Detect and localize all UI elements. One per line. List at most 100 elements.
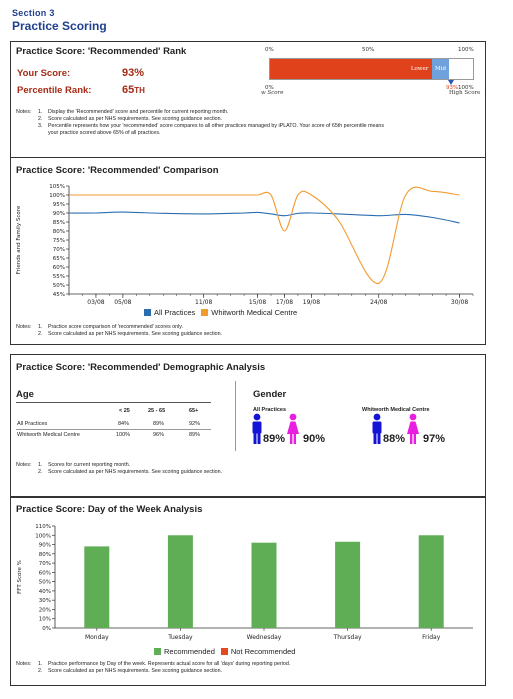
legend-swatch-all xyxy=(144,309,151,316)
rank-title: Practice Score: 'Recommended' Rank xyxy=(16,46,187,57)
bar-friday xyxy=(418,535,444,628)
y-tick-label: 85% xyxy=(53,220,65,226)
y-tick-label: 95% xyxy=(53,202,65,208)
bar-tuesday xyxy=(167,535,193,628)
your-score-label: Your Score: xyxy=(17,68,71,79)
low-score-top: 0% xyxy=(265,85,274,91)
x-tick-label: 15/08 xyxy=(249,299,266,306)
y-tick-label: 80% xyxy=(53,229,65,235)
age-all-25-65: 89% xyxy=(153,421,165,427)
legend-swatch-not-recommended xyxy=(220,648,228,655)
comparison-line-chart: Friends and Family Score 105% 100% 95% 90% 85… xyxy=(16,184,474,306)
y-axis-label: Friends and Family Score xyxy=(16,205,22,274)
x-tick-label: Monday xyxy=(85,634,109,641)
bar-tick-0: 0% xyxy=(265,47,274,53)
section-title: Practice Scoring xyxy=(12,19,107,33)
series-line-all-practices xyxy=(68,211,460,224)
gender-all-female: 90% xyxy=(303,433,326,445)
marker-score-value: 93% xyxy=(446,85,459,91)
age-all-65plus: 92% xyxy=(189,421,201,427)
age-whitworth-25-65: 96% xyxy=(153,432,165,438)
y-tick-label: 100% xyxy=(49,193,65,199)
legend-label-recommended: Recommended xyxy=(164,647,215,656)
y-tick-label: 55% xyxy=(53,274,65,280)
age-col-65plus: 65+ xyxy=(189,408,199,414)
dow-title: Practice Score: Day of the Week Analysis xyxy=(16,504,203,515)
dow-panel: Practice Score: Day of the Week Analysis… xyxy=(10,497,486,686)
age-row-whitworth: Whitworth Medical Centre xyxy=(17,432,80,438)
bar-tick-50: 50% xyxy=(362,47,375,53)
x-tick-label: 11/08 xyxy=(195,299,212,306)
bar-monday xyxy=(84,546,110,628)
age-col-25-65: 25 - 65 xyxy=(148,408,166,414)
series-line-whitworth xyxy=(69,186,460,284)
y-tick-label: 105% xyxy=(49,184,65,190)
comparison-panel: Practice Score: 'Recommended' Comparison… xyxy=(10,157,486,345)
demographic-divider xyxy=(235,381,236,451)
gender-heading: Gender xyxy=(253,389,287,400)
x-tick-label: Wednesday xyxy=(247,634,282,641)
y-tick-label: 90% xyxy=(39,543,51,549)
bar-wednesday xyxy=(251,542,277,628)
x-tick-label: Thursday xyxy=(333,634,362,641)
y-axis-label: FFT Score % xyxy=(17,560,23,594)
gender-all-male: 89% xyxy=(263,433,286,445)
legend-label-whitworth: Whitworth Medical Centre xyxy=(211,308,298,317)
x-tick-label: Tuesday xyxy=(167,634,193,641)
y-tick-label: 80% xyxy=(39,552,51,558)
age-row-all: All Practices xyxy=(17,421,48,427)
age-col-under25: < 25 xyxy=(119,408,130,414)
x-tick-label: Friday xyxy=(422,634,441,641)
rank-panel: Practice Score: 'Recommended' Rank Your … xyxy=(10,41,486,176)
male-icon xyxy=(252,413,262,444)
y-tick-label: 65% xyxy=(53,256,65,262)
y-tick-label: 70% xyxy=(53,247,65,253)
age-whitworth-under25: 100% xyxy=(116,432,131,438)
section-label: Section 3 xyxy=(12,8,55,18)
legend-swatch-whitworth xyxy=(201,309,209,316)
demographic-panel: Practice Score: 'Recommended' Demographi… xyxy=(10,354,486,497)
percentile-value: 65th xyxy=(122,84,145,96)
y-tick-label: 70% xyxy=(39,561,51,567)
female-icon xyxy=(287,413,299,444)
dow-legend: Recommended Not Recommended xyxy=(154,647,295,656)
age-row-rule xyxy=(16,429,211,430)
comparison-notes: Notes: 1. Practice score comparison of 're… xyxy=(16,324,223,337)
y-tick-label: 40% xyxy=(39,589,51,595)
y-tick-label: 45% xyxy=(53,292,65,298)
y-tick-label: 100% xyxy=(35,533,51,539)
dow-bar-chart: FFT Score % 110% 100% 90% 80% 70% 60% 50% 40% 30%… xyxy=(17,524,473,641)
x-tick-label: 03/08 xyxy=(87,299,104,306)
gender-group-all: All Practices xyxy=(253,407,287,413)
x-tick-label: 30/08 xyxy=(451,299,468,306)
legend-label-not-recommended: Not Recommended xyxy=(230,647,296,656)
x-tick-label: 05/08 xyxy=(114,299,131,306)
y-tick-label: 75% xyxy=(53,238,65,244)
bar-thursday xyxy=(335,541,361,628)
bar-segment-mid: Mid xyxy=(432,59,449,79)
y-tick-label: 10% xyxy=(39,617,51,623)
y-tick-label: 0% xyxy=(42,626,51,632)
bar-segment-rest xyxy=(448,59,473,79)
male-icon xyxy=(372,413,382,444)
y-tick-label: 60% xyxy=(53,265,65,271)
low-score-label: w Score xyxy=(261,90,284,96)
bar-tick-100: 100% xyxy=(458,47,474,53)
high-score-top: 100% xyxy=(458,85,474,91)
age-heading: Age xyxy=(16,389,34,400)
y-tick-label: 30% xyxy=(39,598,51,604)
female-icon xyxy=(407,413,419,444)
x-tick-label: 17/08 xyxy=(276,299,293,306)
y-tick-label: 50% xyxy=(53,283,65,289)
comparison-title: Practice Score: 'Recommended' Comparison xyxy=(16,165,219,176)
demographic-title: Practice Score: 'Recommended' Demographi… xyxy=(16,362,266,373)
age-whitworth-65plus: 89% xyxy=(189,432,201,438)
age-all-under25: 84% xyxy=(118,421,130,427)
comparison-legend: All Practices Whitworth Medical Centre xyxy=(144,308,297,317)
y-tick-label: 50% xyxy=(39,580,51,586)
y-tick-label: 90% xyxy=(53,211,65,217)
y-tick-label: 60% xyxy=(39,570,51,576)
bar-segment-lower: Lower xyxy=(270,59,433,79)
x-tick-label: 24/08 xyxy=(370,299,387,306)
legend-label-all: All Practices xyxy=(154,308,196,317)
